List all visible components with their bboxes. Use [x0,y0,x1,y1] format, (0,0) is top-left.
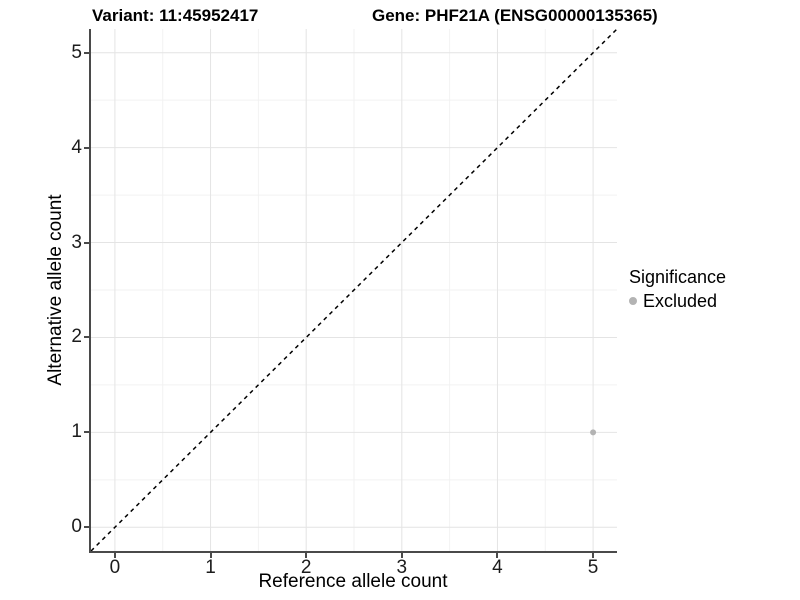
legend-item-label: Excluded [643,291,718,311]
y-tick-mark [84,51,89,54]
y-axis-title: Alternative allele count [45,194,66,386]
y-tick-label: 2 [71,326,82,348]
x-tick-label: 1 [205,557,216,578]
legend-item-excluded: Excluded [629,290,726,312]
x-tick-mark [400,553,403,558]
x-tick-mark [305,553,308,558]
plot-canvas [91,29,617,551]
identity-reference-line [91,29,617,551]
x-axis-title: Reference allele count [258,571,448,592]
y-tick-label: 1 [71,421,82,443]
y-tick-mark [84,241,89,244]
x-tick-label: 2 [300,557,312,578]
x-tick-mark [496,553,499,558]
x-tick-label: 4 [492,557,503,578]
x-tick-label: 5 [587,557,599,578]
x-tick-mark [209,553,212,558]
x-tick-mark [592,553,595,558]
y-tick-mark [84,431,89,434]
plot-title-variant: Variant: 11:45952417 [92,6,259,25]
plot-title-gene: Gene: PHF21A (ENSG00000135365) [372,6,658,25]
y-tick-mark [84,526,89,529]
legend-title: Significance [629,267,727,287]
y-tick-label: 5 [71,41,82,63]
y-tick-mark [84,336,89,339]
x-tick-label: 0 [109,557,121,578]
y-tick-label: 0 [71,516,82,538]
plot-panel [89,29,617,553]
y-tick-label: 3 [71,231,82,253]
x-tick-label: 3 [396,557,408,578]
data-point-excluded [590,429,597,436]
legend: Significance Excluded [629,266,726,312]
y-tick-mark [84,146,89,149]
legend-point-icon [629,297,637,305]
y-tick-label: 4 [71,136,82,158]
x-tick-mark [113,553,116,558]
